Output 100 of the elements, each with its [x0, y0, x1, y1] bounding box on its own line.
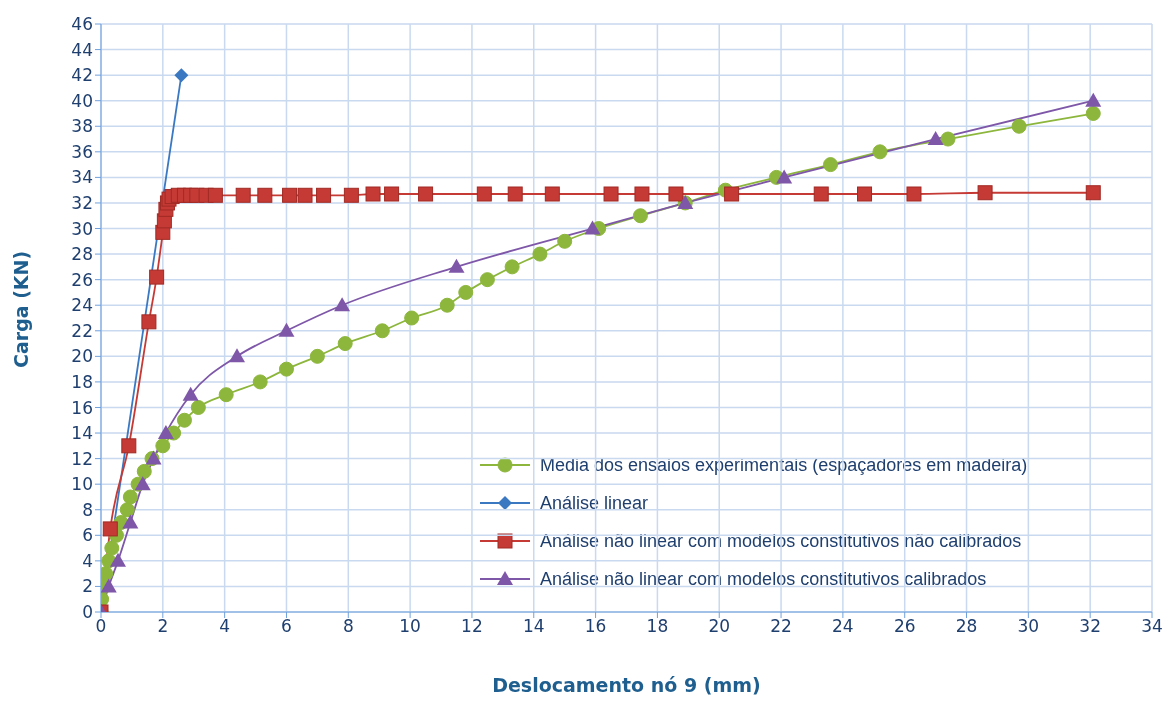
y-tick-label: 6	[82, 525, 93, 546]
y-tick-label: 20	[71, 346, 93, 367]
point	[141, 314, 157, 330]
point	[122, 514, 139, 529]
x-tick-label: 10	[399, 616, 421, 637]
point	[174, 68, 189, 83]
point	[334, 297, 351, 312]
x-tick-label: 26	[893, 616, 916, 637]
point	[776, 169, 793, 184]
point	[235, 187, 251, 203]
y-tick-label: 44	[71, 39, 93, 60]
point	[418, 186, 434, 202]
point	[813, 186, 829, 202]
point	[136, 463, 152, 479]
point	[668, 186, 684, 202]
point	[104, 540, 120, 556]
point	[207, 187, 223, 203]
y-tick-label: 30	[71, 218, 93, 239]
point	[632, 208, 648, 224]
y-tick-label: 8	[82, 499, 93, 520]
point	[448, 258, 465, 273]
point	[404, 310, 420, 326]
point	[176, 412, 192, 428]
x-tick-label: 16	[584, 616, 607, 637]
x-tick-label: 20	[708, 616, 731, 637]
point	[906, 186, 922, 202]
point	[337, 336, 353, 352]
point	[724, 186, 740, 202]
x-tick-label: 0	[95, 616, 107, 637]
point	[1011, 118, 1027, 134]
point	[872, 144, 888, 160]
point	[278, 322, 295, 337]
point	[252, 374, 268, 390]
x-tick-label: 30	[1017, 616, 1040, 637]
legend-label: Análise linear	[538, 492, 651, 514]
point	[309, 348, 325, 364]
y-tick-label: 32	[71, 192, 93, 213]
point	[857, 186, 873, 202]
point	[479, 272, 495, 288]
point	[927, 131, 944, 146]
x-tick-label: 28	[955, 616, 978, 637]
point	[634, 186, 650, 202]
point	[532, 246, 548, 262]
point	[504, 259, 520, 275]
point	[121, 438, 137, 454]
x-tick-label: 4	[219, 616, 231, 637]
y-tick-label: 4	[82, 550, 93, 571]
y-tick-label: 28	[71, 244, 93, 265]
point	[229, 348, 246, 363]
x-tick-label: 32	[1079, 616, 1101, 637]
y-tick-label: 18	[71, 371, 93, 392]
y-tick-label: 12	[71, 448, 93, 469]
point	[374, 323, 390, 339]
point	[1085, 185, 1101, 201]
point	[384, 186, 400, 202]
point	[155, 438, 171, 454]
point	[977, 185, 993, 201]
y-tick-label: 2	[82, 576, 93, 597]
x-tick-label: 12	[461, 616, 483, 637]
point	[557, 233, 573, 249]
point	[297, 187, 313, 203]
point	[584, 220, 601, 235]
y-tick-label: 42	[71, 65, 93, 86]
point	[149, 269, 165, 285]
y-axis-title: Carga (KN)	[9, 250, 32, 368]
y-tick-label: 0	[82, 602, 93, 623]
point	[157, 425, 174, 440]
y-tick-label: 38	[71, 116, 93, 137]
point	[122, 489, 138, 505]
x-tick-label: 18	[646, 616, 669, 637]
y-tick-label: 46	[71, 14, 93, 35]
x-tick-label: 34	[1141, 616, 1163, 637]
y-tick-label: 24	[71, 295, 93, 316]
point	[544, 186, 560, 202]
y-tick-label: 26	[71, 269, 93, 290]
x-tick-label: 6	[281, 616, 292, 637]
y-tick-label: 40	[71, 90, 93, 111]
x-tick-label: 8	[342, 616, 354, 637]
point	[182, 386, 199, 401]
point	[476, 186, 492, 202]
point	[282, 187, 298, 203]
x-tick-label: 14	[522, 616, 545, 637]
x-tick-label: 22	[770, 616, 792, 637]
y-tick-label: 14	[71, 423, 93, 444]
y-tick-label: 10	[71, 474, 93, 495]
point	[365, 186, 381, 202]
point	[119, 502, 135, 518]
point	[823, 157, 839, 173]
point	[110, 552, 126, 567]
point	[1085, 92, 1102, 107]
point	[343, 187, 359, 203]
y-tick-label: 36	[71, 141, 93, 162]
point	[190, 399, 206, 415]
x-axis-title: Deslocamento nó 9 (mm)	[492, 674, 761, 696]
y-tick-label: 22	[71, 320, 93, 341]
point	[603, 186, 619, 202]
point	[101, 578, 117, 593]
point	[507, 186, 523, 202]
point	[257, 187, 273, 203]
point	[278, 361, 294, 377]
